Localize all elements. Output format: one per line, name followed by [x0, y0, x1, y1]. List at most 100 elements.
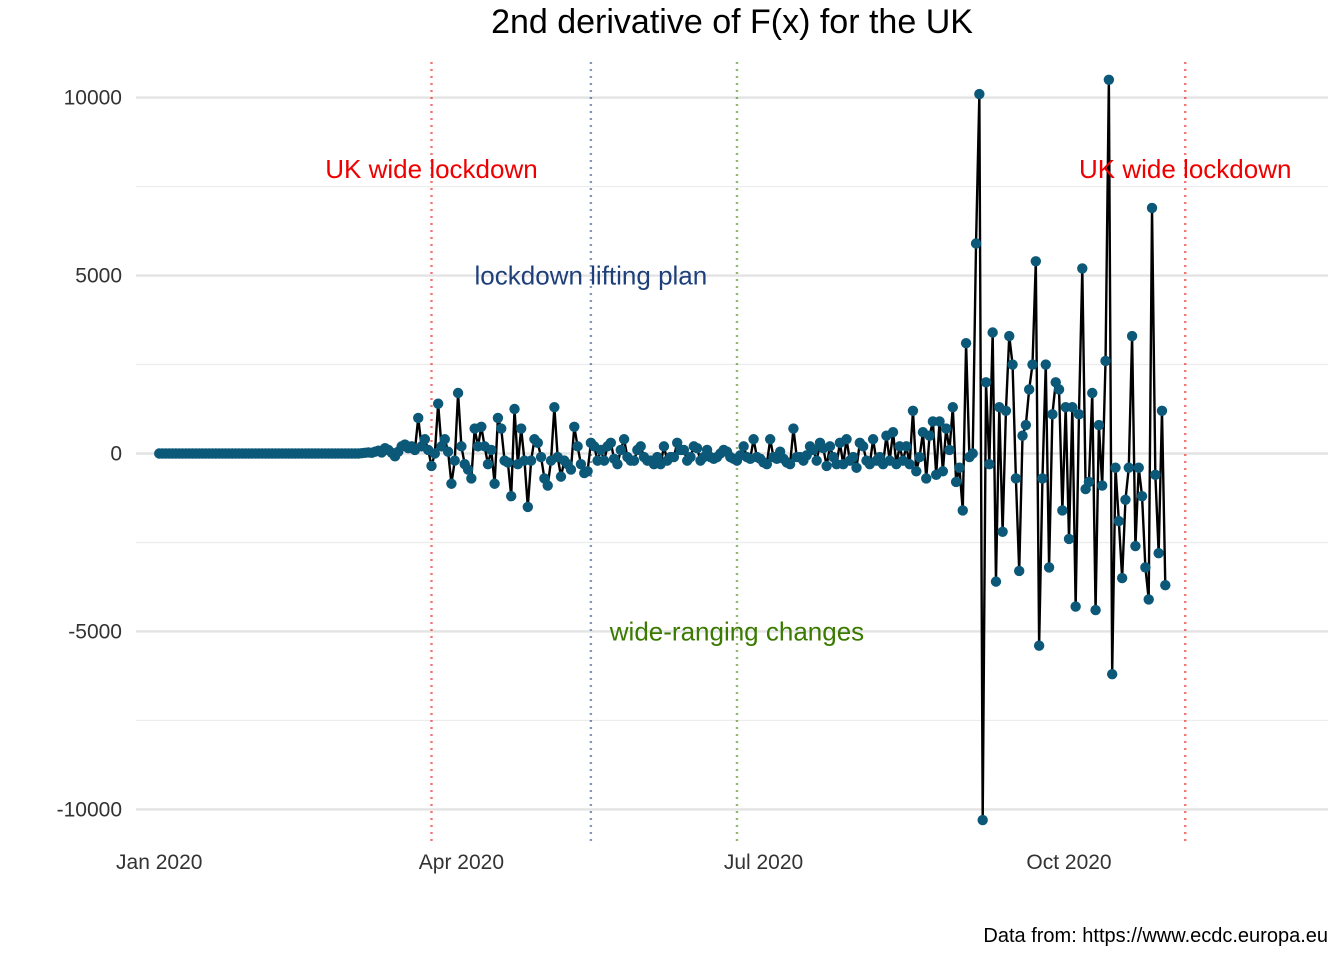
data-point	[1087, 387, 1098, 399]
data-point	[1020, 419, 1032, 431]
data-point	[502, 457, 514, 468]
data-point	[974, 88, 985, 100]
data-point	[940, 423, 952, 434]
data-point	[1126, 330, 1138, 342]
x-tick-label: Oct 2020	[1026, 851, 1111, 874]
data-point	[1123, 462, 1134, 473]
data-point	[515, 423, 527, 434]
data-point	[984, 458, 995, 470]
event-label: wide-ranging changes	[609, 616, 864, 646]
data-point	[851, 462, 862, 473]
data-point	[1146, 202, 1158, 214]
x-axis-ticks: Jan 2020 Apr 2020 Jul 2020 Oct 2020	[116, 851, 1112, 874]
data-point	[1043, 562, 1055, 573]
data-point	[867, 434, 879, 445]
data-point	[1053, 384, 1065, 395]
y-tick-label: -5000	[68, 620, 122, 643]
data-point	[482, 458, 494, 470]
data-point	[496, 423, 507, 434]
data-point	[535, 451, 547, 463]
data-point	[997, 526, 1008, 537]
data-point	[456, 441, 467, 452]
data-point	[542, 480, 553, 491]
data-point	[1156, 405, 1168, 416]
data-point	[429, 448, 441, 459]
data-point	[598, 455, 610, 466]
data-point	[1083, 476, 1095, 488]
data-point	[1067, 402, 1078, 413]
data-point	[476, 421, 487, 433]
data-point	[582, 466, 593, 477]
data-point	[1037, 473, 1048, 484]
y-tick-label: -10000	[57, 798, 122, 821]
data-point	[821, 460, 832, 472]
data-point	[748, 434, 759, 445]
data-point	[947, 402, 958, 413]
data-point	[1090, 604, 1101, 616]
data-point	[668, 451, 680, 463]
data-point	[1040, 359, 1051, 370]
data-point	[1007, 359, 1018, 370]
data-point	[1103, 74, 1115, 86]
data-point	[618, 434, 630, 445]
data-point	[635, 441, 646, 452]
data-point	[1000, 405, 1012, 416]
data-point	[506, 491, 517, 502]
data-point	[967, 448, 978, 459]
data-point	[1120, 494, 1131, 505]
data-point	[1063, 533, 1075, 545]
data-point	[970, 238, 982, 249]
data-point	[1017, 430, 1028, 441]
data-point	[549, 402, 560, 413]
data-point	[565, 464, 577, 475]
data-point	[1113, 515, 1125, 527]
data-point	[738, 441, 749, 452]
data-point	[1073, 409, 1085, 420]
data-point	[555, 471, 567, 482]
data-point	[678, 444, 690, 456]
data-point	[808, 444, 819, 456]
data-point	[525, 455, 537, 466]
data-point	[605, 437, 617, 449]
data-point	[954, 462, 965, 473]
x-tick-label: Jul 2020	[724, 851, 803, 874]
data-point	[658, 441, 670, 452]
data-point	[944, 444, 955, 456]
data-point	[1140, 562, 1151, 573]
data-point	[1097, 480, 1108, 491]
data-point	[442, 446, 454, 457]
data-point	[1023, 384, 1035, 395]
data-point	[1033, 640, 1045, 651]
data-point	[1070, 601, 1081, 612]
data-point	[432, 398, 444, 409]
data-point	[990, 576, 1002, 587]
data-point	[522, 501, 533, 513]
data-point	[907, 405, 919, 416]
data-point	[950, 476, 962, 488]
y-axis-ticks: -10000 -5000 0 5000 10000	[57, 87, 122, 822]
data-point	[691, 442, 703, 454]
data-point	[788, 423, 799, 434]
data-point	[572, 441, 583, 452]
data-point	[764, 434, 776, 445]
data-point	[957, 505, 968, 516]
data-point	[1014, 565, 1025, 577]
data-point	[904, 458, 915, 470]
data-point	[413, 412, 424, 424]
data-point	[784, 458, 796, 470]
data-point	[1004, 330, 1015, 342]
data-point	[960, 337, 972, 349]
data-point	[1030, 256, 1042, 267]
event-label: UK wide lockdown	[325, 154, 537, 184]
data-point	[449, 455, 460, 466]
data-point	[419, 434, 431, 445]
data-point	[1150, 469, 1161, 481]
event-label: lockdown lifting plan	[475, 261, 708, 291]
data-point	[446, 478, 457, 489]
data-point	[462, 464, 474, 475]
data-point	[486, 444, 497, 456]
data-point	[811, 455, 822, 466]
data-point	[1010, 473, 1022, 484]
data-point	[937, 466, 949, 477]
